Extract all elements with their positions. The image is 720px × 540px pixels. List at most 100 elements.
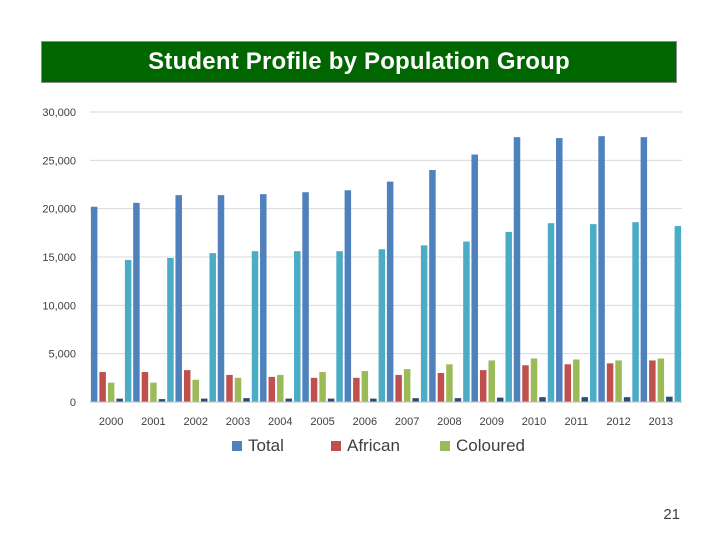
- bar-african: [395, 374, 402, 402]
- bar-total: [90, 206, 98, 402]
- bar-series-4: [243, 398, 250, 402]
- bar-coloured: [573, 359, 580, 402]
- y-tick-label: 15,000: [42, 252, 76, 264]
- bar-coloured: [446, 364, 453, 402]
- bar-series-5: [378, 249, 386, 402]
- bar-series-4: [581, 397, 589, 402]
- bar-coloured: [615, 360, 622, 402]
- bar-series-5: [463, 241, 470, 402]
- y-tick-label: 20,000: [42, 204, 76, 216]
- bar-coloured: [530, 358, 538, 402]
- page-number: 21: [663, 506, 680, 523]
- y-tick-label: 25,000: [42, 155, 76, 167]
- bar-coloured: [488, 360, 495, 402]
- bar-total: [386, 181, 394, 402]
- x-tick-label: 2005: [310, 416, 334, 428]
- x-tick-label: 2002: [183, 416, 207, 428]
- bar-african: [268, 376, 276, 402]
- bar-african: [141, 372, 149, 402]
- bar-total: [556, 138, 563, 402]
- legend-swatch: [331, 441, 341, 451]
- bar-series-5: [505, 231, 512, 402]
- bar-coloured: [150, 382, 157, 402]
- bar-series-5: [209, 253, 216, 402]
- bar-series-4: [412, 398, 419, 402]
- bar-total: [260, 194, 267, 402]
- x-tick-label: 2004: [268, 416, 292, 428]
- y-tick-label: 30,000: [42, 107, 76, 119]
- bar-series-5: [167, 257, 174, 402]
- bar-total: [344, 190, 352, 402]
- x-tick-label: 2001: [141, 416, 165, 428]
- bar-series-4: [539, 397, 546, 402]
- bar-total: [429, 170, 436, 402]
- bar-coloured: [192, 379, 199, 402]
- bar-total: [513, 137, 521, 402]
- bar-series-5: [251, 251, 259, 402]
- x-tick-label: 2010: [522, 416, 546, 428]
- bar-series-5: [547, 223, 555, 402]
- bar-african: [183, 370, 191, 402]
- bar-african: [649, 360, 656, 402]
- bar-series-5: [674, 226, 682, 402]
- bar-african: [522, 365, 529, 402]
- bar-total: [133, 202, 140, 402]
- bar-series-5: [590, 224, 597, 402]
- bar-african: [606, 363, 614, 402]
- slide-title: Student Profile by Population Group: [148, 48, 570, 75]
- bar-series-5: [336, 251, 343, 402]
- title-banner: Student Profile by Population Group: [41, 41, 677, 83]
- x-tick-label: 2012: [606, 416, 630, 428]
- bar-series-4: [116, 398, 123, 402]
- legend-label: Coloured: [456, 436, 525, 455]
- bar-series-5: [632, 222, 639, 402]
- bar-total: [598, 136, 605, 402]
- bar-series-5: [294, 251, 301, 402]
- bar-african: [437, 373, 445, 402]
- x-tick-label: 2008: [437, 416, 461, 428]
- bar-series-4: [200, 398, 208, 402]
- bar-total: [640, 137, 648, 402]
- bar-coloured: [234, 377, 242, 402]
- bar-african: [564, 364, 572, 402]
- bar-coloured: [403, 369, 411, 402]
- legend-label: Total: [248, 436, 284, 455]
- bar-coloured: [107, 382, 115, 402]
- bar-series-4: [158, 399, 166, 402]
- x-tick-label: 2006: [353, 416, 377, 428]
- bar-series-5: [420, 245, 428, 402]
- bar-total: [217, 195, 225, 402]
- y-tick-label: 0: [70, 397, 76, 409]
- bar-african: [310, 377, 318, 402]
- bar-series-4: [285, 398, 293, 402]
- x-tick-label: 2011: [564, 416, 588, 428]
- legend-swatch: [232, 441, 242, 451]
- bar-african: [479, 370, 487, 402]
- bar-total: [302, 192, 309, 402]
- bar-coloured: [277, 374, 284, 402]
- bar-series-4: [327, 398, 335, 402]
- x-tick-label: 2003: [226, 416, 250, 428]
- bar-series-4: [454, 398, 462, 402]
- bar-series-4: [370, 398, 377, 402]
- y-tick-label: 5,000: [48, 349, 76, 361]
- bar-coloured: [361, 371, 369, 402]
- bar-total: [471, 154, 478, 402]
- bar-coloured: [319, 372, 326, 402]
- legend-label: African: [347, 436, 400, 455]
- bar-series-4: [666, 396, 673, 402]
- y-tick-label: 10,000: [42, 300, 76, 312]
- x-tick-label: 2009: [479, 416, 503, 428]
- bar-series-4: [623, 397, 631, 402]
- x-tick-label: 2013: [649, 416, 673, 428]
- legend-swatch: [440, 441, 450, 451]
- bar-series-5: [124, 259, 132, 402]
- bar-series-4: [496, 397, 504, 402]
- x-tick-label: 2007: [395, 416, 419, 428]
- bar-coloured: [657, 358, 665, 402]
- bar-african: [99, 372, 106, 402]
- bar-total: [175, 195, 182, 402]
- bar-african: [226, 374, 233, 402]
- x-tick-label: 2000: [99, 416, 123, 428]
